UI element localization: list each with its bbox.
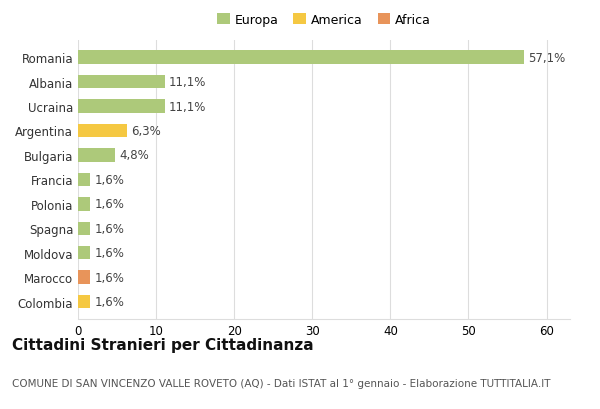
Bar <box>78 124 127 138</box>
Text: 4,8%: 4,8% <box>119 149 149 162</box>
Bar <box>78 173 91 187</box>
Bar <box>78 100 164 113</box>
Text: 1,6%: 1,6% <box>94 198 124 211</box>
Bar <box>78 149 115 162</box>
Text: 6,3%: 6,3% <box>131 125 161 138</box>
Text: 1,6%: 1,6% <box>94 173 124 187</box>
Bar <box>78 295 91 309</box>
Text: 11,1%: 11,1% <box>169 100 206 113</box>
Text: COMUNE DI SAN VINCENZO VALLE ROVETO (AQ) - Dati ISTAT al 1° gennaio - Elaborazio: COMUNE DI SAN VINCENZO VALLE ROVETO (AQ)… <box>12 378 551 388</box>
Text: 11,1%: 11,1% <box>169 76 206 89</box>
Bar <box>78 222 91 236</box>
Bar <box>78 247 91 260</box>
Text: 1,6%: 1,6% <box>94 271 124 284</box>
Text: 1,6%: 1,6% <box>94 222 124 235</box>
Legend: Europa, America, Africa: Europa, America, Africa <box>212 9 436 32</box>
Bar <box>78 51 524 65</box>
Text: 1,6%: 1,6% <box>94 247 124 260</box>
Text: Cittadini Stranieri per Cittadinanza: Cittadini Stranieri per Cittadinanza <box>12 337 314 353</box>
Text: 57,1%: 57,1% <box>528 52 565 65</box>
Bar <box>78 271 91 284</box>
Text: 1,6%: 1,6% <box>94 295 124 308</box>
Bar <box>78 198 91 211</box>
Bar <box>78 76 164 89</box>
